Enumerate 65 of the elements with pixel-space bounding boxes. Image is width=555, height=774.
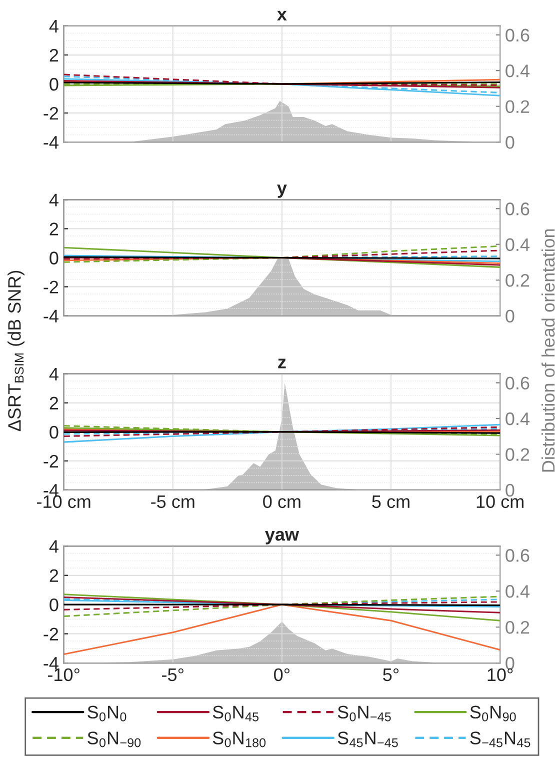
y-tick-label: -2 <box>44 106 58 120</box>
y-tick-label: 4 <box>49 540 58 553</box>
legend-label: S$_{0}$N$_{45}$ <box>212 706 259 722</box>
y-tick-label: 0 <box>50 426 58 439</box>
y-tick-label: -2 <box>44 628 58 640</box>
x-tick-label: 5° <box>383 668 399 682</box>
y-tick-label: 2 <box>50 396 58 410</box>
y-tick-label: -2 <box>44 454 58 468</box>
y2-tick-label: 0.2 <box>506 274 530 287</box>
y-tick-label: 4 <box>49 20 58 32</box>
y-tick-label: -4 <box>44 484 58 496</box>
y2-tick-label: 0.6 <box>506 202 530 216</box>
line-series <box>64 604 500 656</box>
chart-title: y <box>277 184 287 198</box>
y2-tick-label: 0.6 <box>506 376 530 390</box>
line-series <box>64 594 500 622</box>
y-tick-label: -4 <box>44 310 58 322</box>
y-tick-label: -2 <box>44 280 58 294</box>
y-tick-label: -4 <box>44 657 58 670</box>
y2-tick-label: 0.2 <box>506 448 530 461</box>
y2-tick-label: 0 <box>506 310 514 323</box>
y-tick-label: 2 <box>50 569 58 582</box>
chart-title: z <box>278 358 286 368</box>
x-tick-label: -5° <box>162 668 184 682</box>
x-tick-label: 5 cm <box>372 495 410 508</box>
y-axis-title: ΔSRT$_{BSIM}$ (dB SNR) <box>8 270 24 432</box>
legend-label: S$_{45}$N$_{−45}$ <box>338 732 398 748</box>
y-tick-label: 0 <box>50 598 58 612</box>
x-tick-label: -10 cm <box>37 495 90 508</box>
y2-tick-label: 0.2 <box>506 100 530 114</box>
legend-label: S$_{0}$N$_{−90}$ <box>88 732 141 748</box>
y-tick-label: -4 <box>44 136 58 149</box>
y2-tick-label: 0.4 <box>506 64 530 78</box>
y2-tick-label: 0 <box>506 656 514 670</box>
y-tick-label: 4 <box>49 368 58 380</box>
line-series <box>64 246 500 268</box>
y-tick-label: 2 <box>50 48 58 62</box>
y-tick-label: 2 <box>50 222 58 236</box>
y-tick-label: 4 <box>49 194 58 206</box>
y2-tick-label: 0.2 <box>506 620 530 634</box>
y2-tick-label: 0.6 <box>506 28 530 42</box>
y2-tick-label: 0.4 <box>506 238 530 252</box>
chart-title: yaw <box>265 530 300 544</box>
y2-tick-label: 0.4 <box>506 585 530 598</box>
y2-axis-title: Distribution of head orientation <box>541 229 555 472</box>
legend-label: S$_{0}$N$_{90}$ <box>470 706 516 722</box>
legend-label: S$_{0}$N$_{−45}$ <box>338 706 391 722</box>
y2-tick-label: 0 <box>506 136 514 149</box>
legend-label: S$_{0}$N$_{0}$ <box>88 706 126 722</box>
x-tick-label: 0 cm <box>263 495 300 508</box>
line-series <box>64 424 500 443</box>
x-tick-label: -10° <box>48 668 80 682</box>
line-series <box>64 596 500 614</box>
chart-title: x <box>277 10 287 20</box>
x-tick-label: -5 cm <box>151 495 194 508</box>
y-tick-label: 0 <box>50 252 58 264</box>
legend-label: S$_{−45}$N$_{45}$ <box>470 732 530 748</box>
legend-label: S$_{0}$N$_{180}$ <box>212 732 266 748</box>
x-tick-label: 10 cm <box>476 495 524 508</box>
y-tick-label: 0 <box>50 78 58 91</box>
y2-tick-label: 0.4 <box>506 412 530 426</box>
y2-tick-label: 0.6 <box>506 549 530 562</box>
x-tick-label: 0° <box>274 668 290 682</box>
y2-tick-label: 0 <box>506 484 514 497</box>
x-tick-label: 10° <box>488 668 513 682</box>
